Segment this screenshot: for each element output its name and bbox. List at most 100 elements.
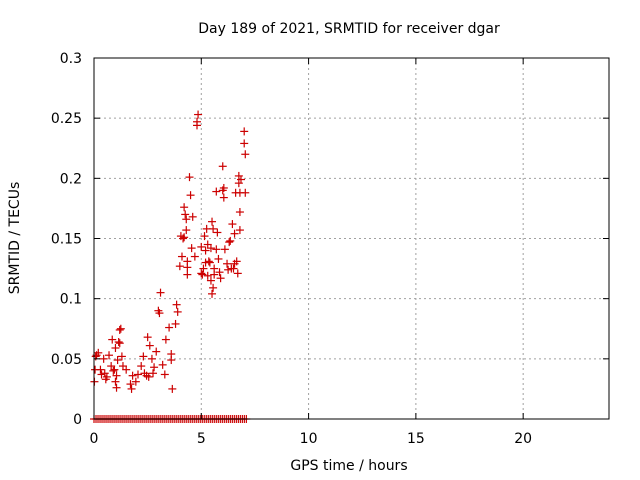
data-point	[111, 344, 120, 353]
data-point	[161, 335, 170, 344]
data-point	[197, 269, 206, 278]
data-point	[131, 377, 140, 386]
data-point	[194, 110, 203, 119]
data-point	[206, 244, 215, 253]
data-point	[193, 121, 201, 130]
data-point	[181, 210, 190, 219]
data-point	[183, 270, 192, 279]
data-point	[218, 162, 227, 171]
data-point	[229, 264, 238, 273]
data-point	[225, 238, 234, 247]
data-point	[145, 341, 154, 350]
data-point	[183, 257, 192, 266]
data-point	[122, 365, 131, 374]
data-point	[219, 183, 228, 192]
data-point	[233, 269, 242, 278]
data-point	[128, 371, 137, 380]
data-point	[175, 262, 184, 271]
data-point	[116, 324, 125, 333]
data-point	[219, 193, 228, 202]
data-point	[209, 224, 218, 233]
data-point	[187, 244, 196, 253]
y-axis-label: SRMTID / TECUs	[7, 182, 23, 295]
data-point	[214, 254, 223, 263]
data-point	[150, 363, 159, 372]
data-point	[149, 369, 158, 378]
y-tick-label: 0.1	[60, 292, 82, 308]
data-point	[172, 300, 181, 309]
data-point	[143, 333, 152, 342]
x-axis-label: GPS time / hours	[290, 458, 407, 474]
data-point	[182, 215, 191, 224]
data-point	[115, 325, 124, 334]
data-point	[213, 228, 222, 237]
data-point	[216, 274, 225, 283]
data-point	[220, 245, 229, 254]
data-point	[198, 270, 207, 279]
data-point	[190, 252, 199, 261]
data-point	[127, 384, 136, 393]
data-point	[117, 352, 126, 361]
data-point	[114, 337, 123, 346]
data-point	[197, 242, 206, 251]
data-point	[155, 309, 164, 318]
data-point	[223, 259, 232, 268]
data-point	[152, 347, 161, 356]
data-point	[111, 377, 120, 386]
data-point	[160, 370, 169, 379]
data-point	[96, 365, 105, 374]
y-tick-label: 0.2	[60, 171, 82, 187]
data-point	[241, 150, 250, 159]
data-point	[180, 203, 189, 212]
data-point	[182, 226, 191, 235]
data-point	[137, 362, 146, 371]
data-point	[144, 372, 153, 381]
chart-title: Day 189 of 2021, SRMTID for receiver dga…	[198, 21, 500, 37]
data-point	[210, 264, 219, 273]
data-point	[240, 127, 249, 136]
data-point	[168, 384, 177, 393]
data-point	[208, 217, 217, 226]
grid-lines	[94, 58, 609, 419]
data-point	[109, 366, 118, 375]
data-point	[177, 252, 186, 261]
plot-frame	[93, 57, 610, 420]
data-point	[200, 232, 209, 241]
x-tick-label: 0	[90, 431, 99, 447]
data-point	[186, 191, 195, 200]
data-point	[158, 360, 167, 369]
data-point	[234, 179, 243, 188]
data-point	[94, 348, 103, 357]
data-point	[173, 307, 182, 316]
data-point	[126, 380, 135, 389]
data-point	[205, 258, 214, 267]
data-point	[167, 356, 176, 365]
x-tick-label: 15	[407, 431, 425, 447]
data-point	[133, 370, 142, 379]
data-point	[188, 212, 197, 221]
data-point	[206, 276, 215, 285]
y-tick-label: 0.05	[51, 352, 82, 368]
data-point	[212, 245, 221, 254]
data-point	[179, 234, 188, 243]
data-point	[112, 383, 121, 392]
y-tick-label: 0	[73, 412, 82, 428]
x-tick-label: 5	[197, 431, 206, 447]
data-point	[226, 236, 235, 245]
data-point	[156, 288, 165, 297]
data-point	[228, 220, 237, 229]
data-point	[215, 268, 224, 277]
data-point	[234, 171, 243, 180]
data-point	[108, 335, 117, 344]
data-point	[212, 187, 221, 196]
data-point	[199, 264, 208, 273]
data-point	[113, 356, 122, 365]
y-tick-label: 0.25	[51, 111, 82, 127]
data-point	[209, 283, 218, 292]
data-point	[102, 372, 111, 381]
data-point	[165, 323, 174, 332]
data-points	[90, 110, 251, 423]
data-point	[240, 139, 249, 148]
data-point	[112, 371, 121, 380]
x-tick-label: 10	[300, 431, 318, 447]
